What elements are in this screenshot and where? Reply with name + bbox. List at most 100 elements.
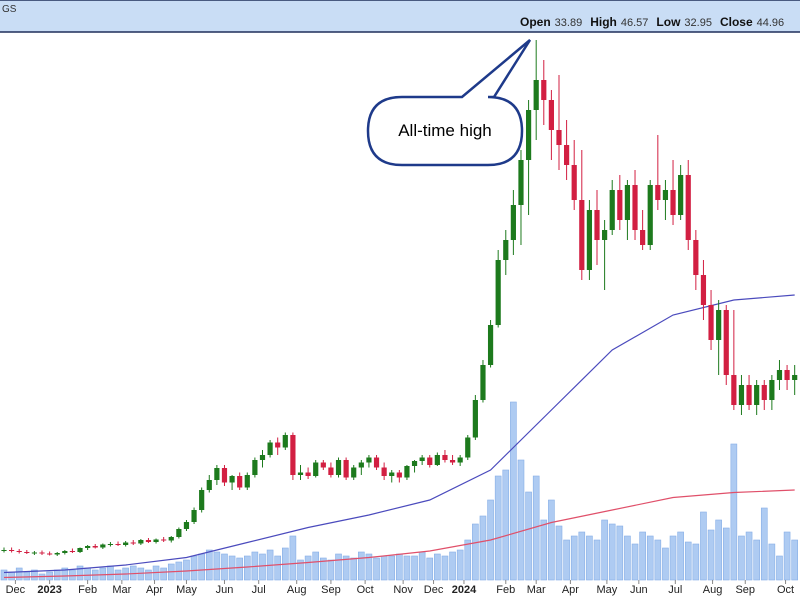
volume-bar xyxy=(555,525,563,581)
x-tick-label: Mar xyxy=(527,584,546,596)
volume-bar xyxy=(669,535,677,581)
volume-bar xyxy=(464,539,472,581)
volume-bar xyxy=(358,551,365,581)
candle-body xyxy=(586,210,593,270)
volume-bar xyxy=(183,559,190,581)
candle-body xyxy=(54,553,60,555)
candle-body xyxy=(594,210,600,240)
candle-body xyxy=(389,472,395,476)
volume-bar xyxy=(624,535,631,581)
volume-bar xyxy=(722,527,730,581)
x-tick-label: Aug xyxy=(703,584,723,596)
volume-bar xyxy=(426,557,434,581)
volume-bar xyxy=(570,535,578,581)
candle-body xyxy=(632,185,638,230)
x-tick-label: Jul xyxy=(668,584,682,596)
volume-bar xyxy=(69,569,76,581)
volume-bar xyxy=(441,555,449,581)
candle-body xyxy=(145,540,152,542)
x-tick-label: Sep xyxy=(321,584,341,596)
x-tick-label: Jun xyxy=(216,584,234,596)
candle-body xyxy=(221,468,228,483)
header-value: 33.89 xyxy=(555,17,583,29)
volume-bar xyxy=(76,565,84,581)
volume-bar xyxy=(479,515,487,581)
volume-bar xyxy=(312,551,320,581)
volume-bar xyxy=(327,559,335,581)
candle-body xyxy=(366,457,372,463)
volume-bar xyxy=(753,539,760,581)
x-tick-label: Apr xyxy=(562,584,579,596)
candle-body xyxy=(647,185,653,245)
candle-body xyxy=(107,544,114,545)
symbol: GS xyxy=(2,4,17,15)
x-tick-label: Dec xyxy=(424,584,444,596)
volume-bar xyxy=(243,555,251,581)
header-label: High xyxy=(590,15,617,29)
candle-body xyxy=(168,537,174,541)
volume-bar xyxy=(677,531,684,581)
callout-bubble xyxy=(366,39,532,167)
candle-body xyxy=(434,455,440,465)
candle-body xyxy=(9,550,15,551)
candle-body xyxy=(784,370,790,380)
volume-bar xyxy=(160,567,167,581)
volume-bar xyxy=(99,567,107,581)
volume-bar xyxy=(396,553,403,581)
candle-body xyxy=(24,552,30,553)
candle-body xyxy=(457,457,463,463)
volume-bar xyxy=(684,541,692,581)
volume-bar xyxy=(639,531,646,581)
candle-body xyxy=(229,476,235,483)
volume-bar xyxy=(236,557,243,581)
candle-body xyxy=(556,130,562,145)
volume-bar xyxy=(388,555,396,581)
volume-bar xyxy=(578,531,586,581)
candle-body xyxy=(275,442,281,448)
candle-body xyxy=(343,460,349,478)
candle-body xyxy=(754,385,760,405)
header-value: 46.57 xyxy=(621,17,649,29)
volume-bar xyxy=(616,525,624,581)
candle-body xyxy=(487,325,494,365)
x-tick-label: Aug xyxy=(287,584,307,596)
volume-bar xyxy=(472,523,479,581)
volume-bar xyxy=(654,539,662,581)
candle-body xyxy=(723,310,729,375)
candle-body xyxy=(731,375,737,405)
volume-bar xyxy=(593,539,601,581)
candle-body xyxy=(153,539,159,542)
volume-bar xyxy=(8,571,15,581)
candle-body xyxy=(259,455,266,460)
volume-bar xyxy=(449,551,456,581)
header-label: Open xyxy=(520,15,551,29)
candle-body xyxy=(640,230,646,245)
volume-bar xyxy=(61,567,69,581)
candle-body xyxy=(290,435,296,475)
x-tick-label: 2023 xyxy=(37,584,61,596)
candle-body xyxy=(708,305,714,340)
volume-bar xyxy=(776,555,783,581)
volume-bar xyxy=(517,459,525,581)
volume-bar xyxy=(365,553,373,581)
candle-body xyxy=(130,542,136,544)
x-tick-label: Nov xyxy=(393,584,413,596)
candle-body xyxy=(678,175,684,215)
candle-body xyxy=(206,480,212,490)
x-tick-label: Sep xyxy=(735,584,755,596)
volume-bar xyxy=(342,555,350,581)
volume-bar xyxy=(137,567,145,581)
candle-body xyxy=(602,230,608,240)
x-tick-label: Jun xyxy=(630,584,648,596)
volume-layer xyxy=(0,401,798,581)
candle-body xyxy=(746,385,752,405)
volume-bar xyxy=(418,551,426,581)
candle-body xyxy=(39,552,45,554)
candle-body xyxy=(548,100,554,130)
candle-body xyxy=(320,462,326,468)
candle-body xyxy=(237,476,243,488)
x-tick-label: Mar xyxy=(112,584,131,596)
candle-body xyxy=(191,510,197,522)
candle-body xyxy=(776,370,783,380)
candle-body xyxy=(465,437,471,458)
